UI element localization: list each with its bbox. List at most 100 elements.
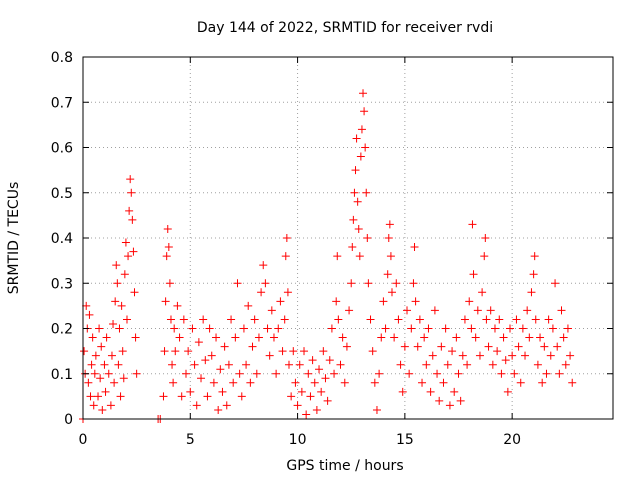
data-point [435,396,444,405]
data-point [557,306,566,315]
data-point [456,396,465,405]
data-point [445,401,454,410]
data-point [497,369,506,378]
data-point [192,401,201,410]
data-point [561,360,570,369]
data-point [87,360,96,369]
data-point [100,360,109,369]
chart-title: Day 144 of 2022, SRMTID for receiver rvd… [197,20,493,36]
data-point [86,392,95,401]
data-point [426,387,435,396]
data-point [113,279,122,288]
data-point [207,351,216,360]
data-point [493,347,502,356]
data-point [168,360,177,369]
data-point [171,347,180,356]
data-point [121,238,130,247]
data-point [224,360,233,369]
data-point [360,107,369,116]
data-point [116,392,125,401]
data-point [218,387,227,396]
data-point [454,369,463,378]
data-point [563,324,572,333]
data-point [97,342,106,351]
data-point [161,297,170,306]
data-point [340,378,349,387]
data-point [186,387,195,396]
data-point [177,392,186,401]
data-point [379,297,388,306]
data-point [188,324,197,333]
data-point [384,234,393,242]
data-point [120,270,129,279]
data-point [272,369,281,378]
data-point [467,324,476,333]
x-tick-labels: 0 5 10 15 20 [79,432,522,448]
data-point [163,224,172,233]
data-point [490,324,499,333]
data-point [525,333,534,342]
data-point [214,405,223,414]
data-point [458,351,467,360]
data-point [542,369,551,378]
x-tick-label: 0 [79,432,88,448]
data-point [162,252,171,261]
data-point [95,324,104,333]
data-point [568,378,577,387]
data-point [312,405,321,414]
data-point [129,247,138,256]
data-point [282,234,291,242]
data-point [375,369,384,378]
data-point [409,279,418,288]
data-point [304,369,313,378]
data-point [233,279,242,288]
data-point [117,301,126,310]
data-point [484,342,493,351]
data-point [352,134,361,143]
data-point [333,252,342,261]
data-point [480,252,489,261]
y-tick-label: 0.2 [51,322,73,338]
data-point [544,315,553,324]
grid-lines [83,57,613,419]
data-point [90,369,99,378]
data-point [257,288,266,297]
data-point [297,387,306,396]
data-point [486,306,495,315]
data-point [381,324,390,333]
data-point [82,301,91,310]
data-point [342,342,351,351]
data-point [170,324,179,333]
data-point [248,342,257,351]
data-point [553,342,562,351]
y-tick-label: 0 [64,412,73,428]
data-point [124,252,133,261]
data-point [280,315,289,324]
data-point [351,166,360,175]
data-point [88,333,97,342]
data-point [235,369,244,378]
data-point [237,392,246,401]
data-point [332,297,341,306]
data-point [536,333,545,342]
data-point [441,324,450,333]
data-point [216,365,225,374]
data-point [400,342,409,351]
data-point [361,143,370,152]
data-point [372,405,381,414]
x-tick-label: 10 [289,432,307,448]
data-point [179,315,188,324]
data-point [481,234,490,242]
data-point [370,378,379,387]
data-point [495,315,504,324]
data-point [433,369,442,378]
data-point [363,234,372,242]
data-point [201,356,210,365]
data-point [321,374,330,383]
data-point [437,342,446,351]
data-point [325,356,334,365]
data-point [566,351,575,360]
data-point [336,360,345,369]
data-point [159,392,168,401]
